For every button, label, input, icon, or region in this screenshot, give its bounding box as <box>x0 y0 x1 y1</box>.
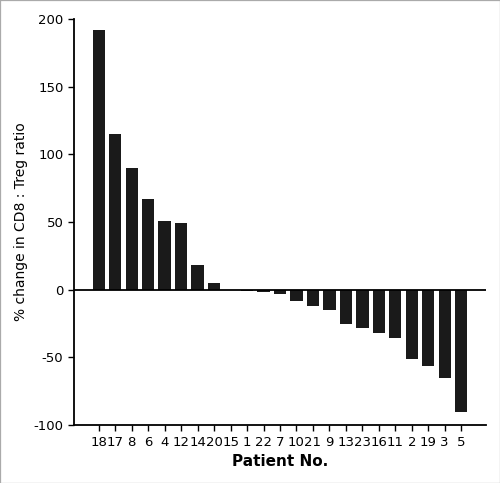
Bar <box>274 290 286 294</box>
X-axis label: Patient No.: Patient No. <box>232 454 328 469</box>
Bar <box>192 265 204 290</box>
Bar <box>455 290 468 412</box>
Bar <box>422 290 434 366</box>
Bar <box>241 290 253 291</box>
Bar <box>158 221 171 290</box>
Bar <box>307 290 319 306</box>
Bar <box>389 290 402 339</box>
Bar <box>109 134 122 290</box>
Bar <box>142 199 154 290</box>
Bar <box>323 290 336 310</box>
Bar <box>356 290 368 327</box>
Bar <box>340 290 352 324</box>
Bar <box>175 223 188 290</box>
Bar <box>372 290 385 333</box>
Bar <box>290 290 302 300</box>
Bar <box>406 290 418 359</box>
Bar <box>92 30 105 290</box>
Bar <box>126 168 138 290</box>
Bar <box>438 290 451 378</box>
Y-axis label: % change in CD8 : Treg ratio: % change in CD8 : Treg ratio <box>14 123 28 321</box>
Bar <box>258 290 270 292</box>
Bar <box>208 283 220 290</box>
